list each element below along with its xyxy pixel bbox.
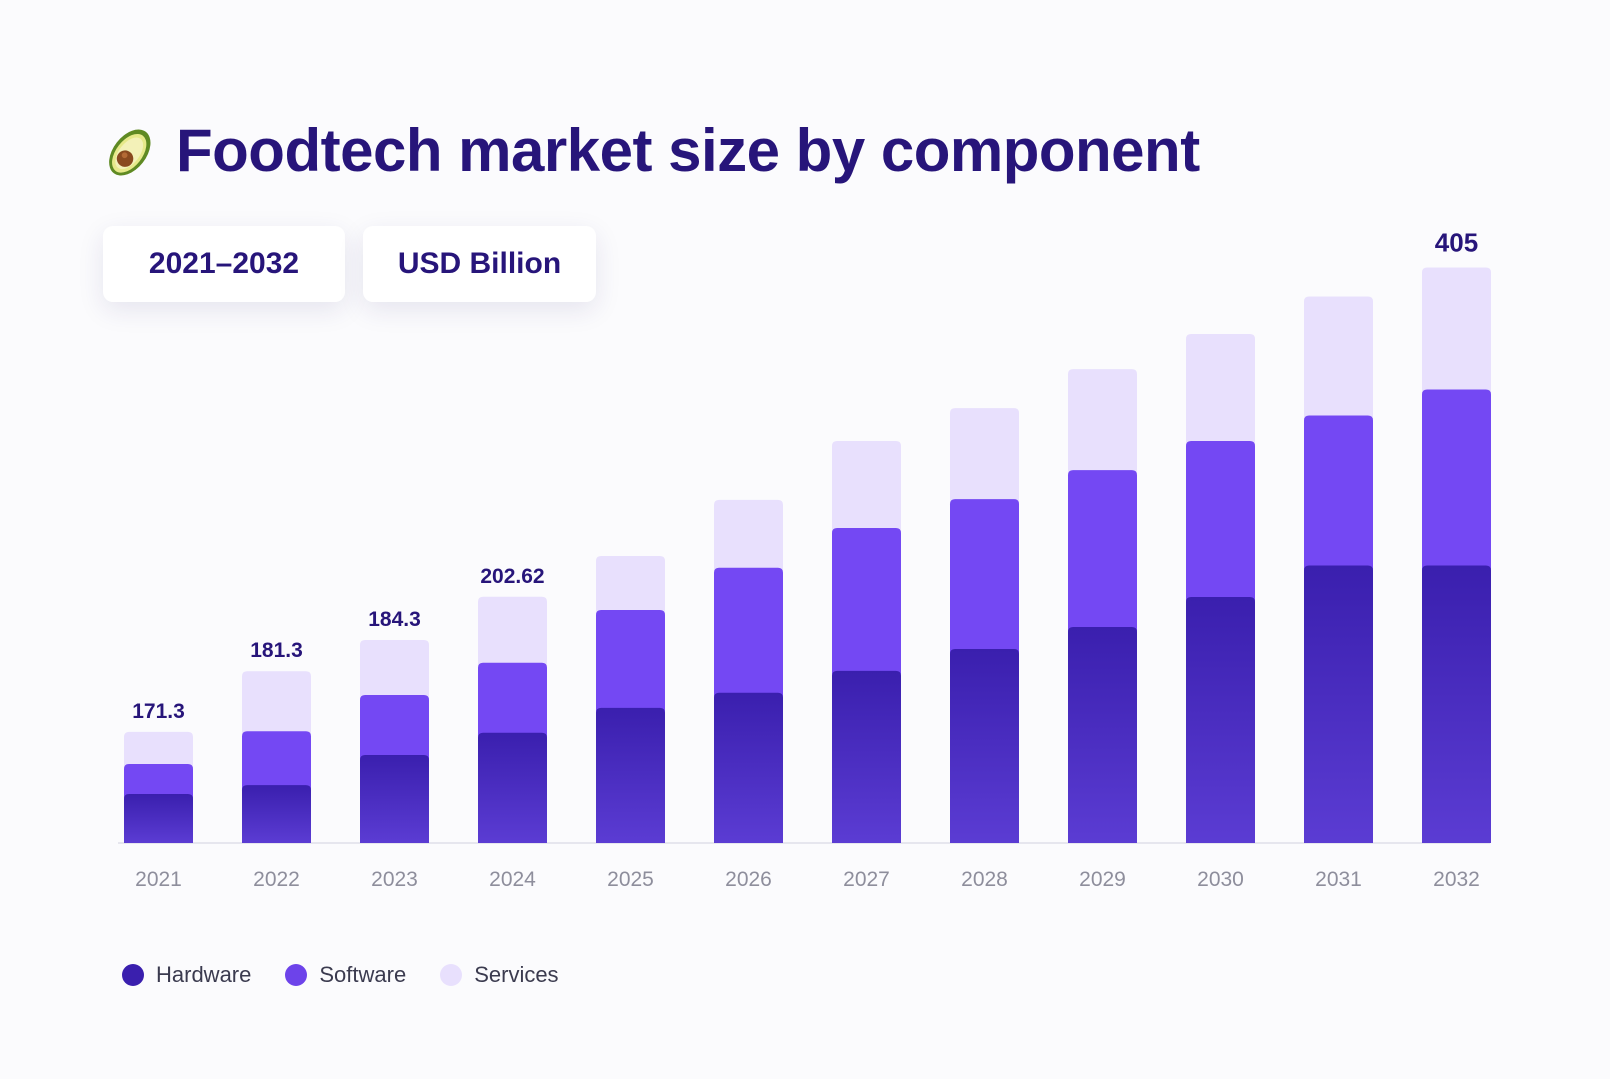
x-tick-label-2032: 2032 (1433, 868, 1480, 891)
bar-hardware-2027 (832, 670, 901, 843)
total-label-2021: 171.3 (132, 700, 185, 723)
legend-label-software: Software (319, 962, 407, 987)
bar-hardware-2025 (596, 707, 665, 843)
unit-pill: USD Billion (363, 226, 596, 302)
labels-group: 2021 2022 2023 2024 2025 2026 2027 2028 2029 2030… (132, 227, 1480, 891)
chart-title: Foodtech market size by component (176, 117, 1200, 184)
legend-swatch-services (440, 964, 463, 986)
avocado-icon (109, 129, 151, 175)
legend-item-services: Services (440, 962, 559, 988)
bar-hardware-2031 (1304, 565, 1373, 843)
bar-hardware-2022 (242, 785, 311, 843)
x-tick-label-2021: 2021 (135, 868, 182, 891)
bar-hardware-2021 (124, 793, 193, 843)
legend-item-hardware: Hardware (122, 962, 251, 988)
bar-hardware-2030 (1186, 596, 1255, 843)
x-tick-label-2023: 2023 (371, 868, 418, 891)
x-tick-label-2025: 2025 (607, 868, 654, 891)
bar-hardware-2032 (1422, 565, 1491, 843)
bar-hardware-2026 (714, 692, 783, 843)
x-tick-label-2030: 2030 (1197, 868, 1244, 891)
title-row: Foodtech market size by component (100, 116, 1200, 185)
x-tick-label-2031: 2031 (1315, 868, 1362, 891)
bar-hardware-2023 (360, 755, 429, 843)
x-tick-label-2026: 2026 (725, 868, 772, 891)
legend-swatch-software (285, 964, 308, 986)
bars-group (124, 267, 1491, 844)
x-tick-label-2022: 2022 (253, 868, 300, 891)
legend-label-services: Services (474, 962, 559, 987)
total-label-2032: 405 (1435, 227, 1478, 257)
legend-label-hardware: Hardware (156, 962, 252, 987)
total-label-2024: 202.62 (480, 565, 544, 588)
bar-hardware-2029 (1068, 626, 1137, 843)
x-tick-label-2029: 2029 (1079, 868, 1126, 891)
x-tick-label-2028: 2028 (961, 868, 1008, 891)
x-tick-label-2027: 2027 (843, 868, 890, 891)
bar-hardware-2024 (478, 732, 547, 843)
legend-swatch-hardware (122, 964, 144, 986)
legend-item-software: Software (285, 962, 406, 988)
total-label-2023: 184.3 (368, 608, 421, 631)
date-range-pill: 2021–2032 (103, 226, 345, 302)
x-tick-label-2024: 2024 (489, 868, 536, 891)
total-label-2022: 181.3 (250, 639, 303, 662)
legend: Hardware Software Services (122, 962, 593, 988)
bar-hardware-2028 (950, 649, 1019, 843)
